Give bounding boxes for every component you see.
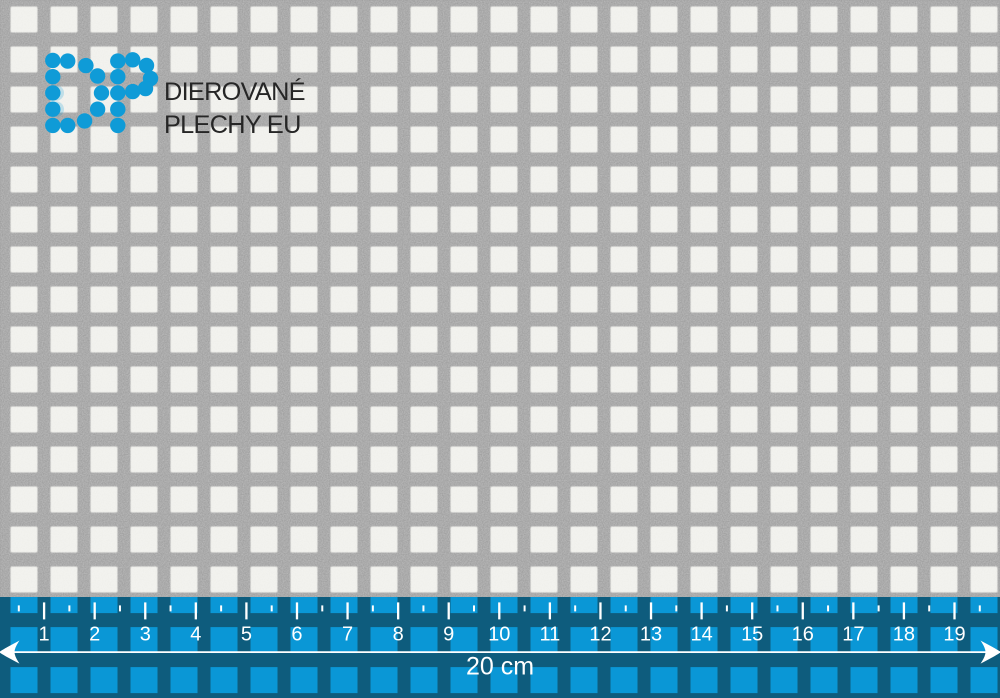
svg-text:3: 3 — [140, 623, 151, 645]
svg-text:6: 6 — [291, 623, 302, 645]
svg-text:1: 1 — [39, 623, 50, 645]
svg-text:10: 10 — [488, 623, 510, 645]
svg-text:4: 4 — [190, 623, 201, 645]
svg-text:14: 14 — [690, 623, 712, 645]
svg-text:17: 17 — [842, 623, 864, 645]
svg-text:12: 12 — [589, 623, 611, 645]
svg-text:11: 11 — [539, 623, 560, 645]
svg-text:20 cm: 20 cm — [466, 652, 534, 680]
svg-text:5: 5 — [241, 623, 252, 645]
svg-text:7: 7 — [342, 623, 353, 645]
svg-text:9: 9 — [443, 623, 454, 645]
svg-text:13: 13 — [640, 623, 662, 645]
svg-text:8: 8 — [393, 623, 404, 645]
svg-text:2: 2 — [89, 623, 100, 645]
svg-text:15: 15 — [741, 623, 763, 645]
svg-text:19: 19 — [943, 623, 965, 645]
svg-text:18: 18 — [893, 623, 915, 645]
svg-text:16: 16 — [792, 623, 814, 645]
